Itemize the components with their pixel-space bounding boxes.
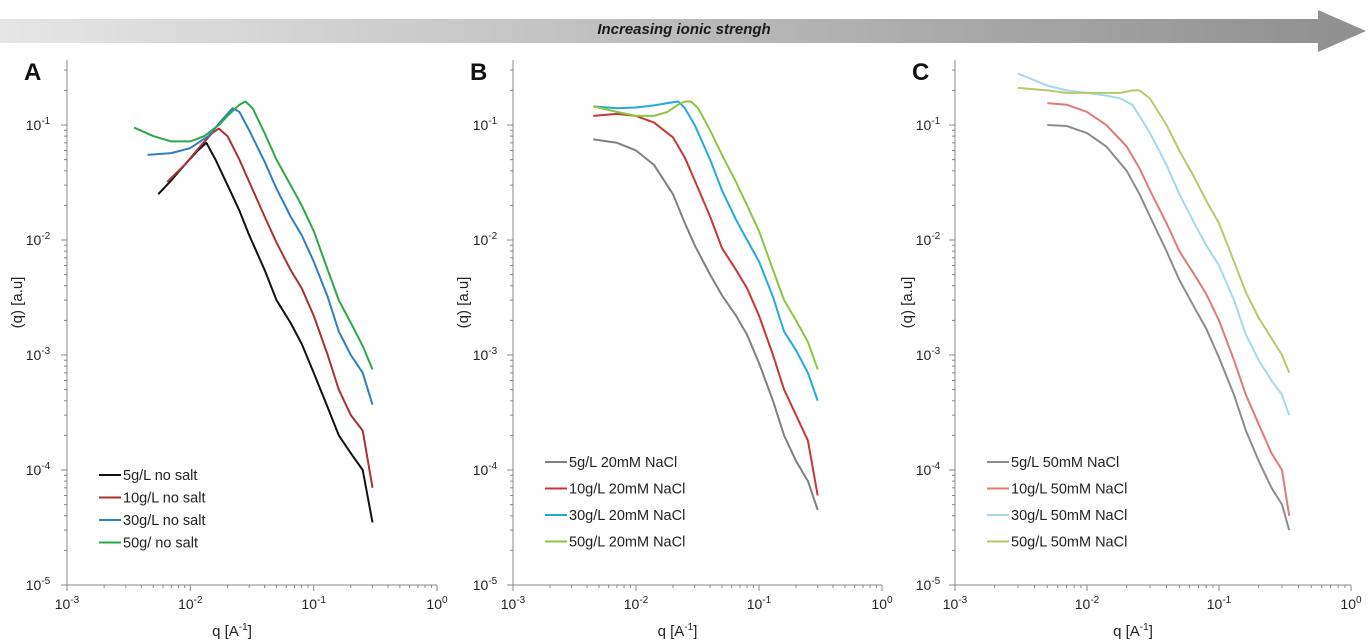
y-axis-label: (q) [a.u] [899, 277, 916, 329]
y-axis-label: (q) [a.u] [9, 277, 26, 329]
panel-label-C: C [912, 59, 929, 86]
y-tick-label: 10-3 [26, 346, 51, 363]
x-tick-label: 10-2 [624, 595, 649, 612]
legend-entry-text: 10g/L 50mM NaCl [1011, 482, 1127, 498]
y-tick-label: 10-5 [473, 576, 498, 593]
x-tick-label: 100 [1340, 595, 1362, 612]
series-line-B-2 [593, 114, 817, 496]
y-tick-label: 10-1 [26, 116, 51, 133]
legend-entry-text: 30g/L no salt [123, 513, 206, 529]
series-line-C-4 [1018, 88, 1289, 373]
legend-entry-text: 50g/ no salt [123, 536, 198, 552]
x-tick-label: 100 [426, 595, 448, 612]
x-tick-label: 10-1 [301, 595, 326, 612]
x-axis-label: q [A-1] [212, 622, 252, 640]
y-tick-label: 10-5 [916, 576, 941, 593]
x-tick-label: 10-3 [55, 595, 80, 612]
legend-entry-text: 5g/L 50mM NaCl [1011, 455, 1119, 471]
y-tick-label: 10-4 [916, 461, 941, 478]
x-tick-label: 10-2 [1075, 595, 1100, 612]
x-tick-label: 10-1 [1207, 595, 1232, 612]
y-tick-label: 10-5 [26, 576, 51, 593]
series-line-A-4 [134, 102, 372, 370]
legend-entry-text: 5g/L no salt [123, 468, 197, 484]
y-axis-label: (q) [a.u] [455, 277, 472, 329]
x-axis-label: q [A-1] [1113, 622, 1153, 640]
legend-entry-text: 50g/L 20mM NaCl [569, 535, 685, 551]
legend-entry-text: 10g/L 20mM NaCl [569, 482, 685, 498]
legend-entry-text: 10g/L no salt [123, 491, 206, 507]
legend-entry-text: 30g/L 20mM NaCl [569, 508, 685, 524]
x-tick-label: 10-3 [943, 595, 968, 612]
x-tick-label: 100 [871, 595, 893, 612]
y-tick-label: 10-2 [26, 231, 51, 248]
panel-label-B: B [470, 59, 487, 86]
y-tick-label: 10-4 [473, 461, 498, 478]
legend-entry-text: 50g/L 50mM NaCl [1011, 535, 1127, 551]
legend-entry-text: 30g/L 50mM NaCl [1011, 508, 1127, 524]
y-tick-label: 10-3 [473, 346, 498, 363]
x-tick-label: 10-3 [501, 595, 526, 612]
legend-entry-text: 5g/L 20mM NaCl [569, 455, 677, 471]
x-tick-label: 10-1 [747, 595, 772, 612]
y-tick-label: 10-1 [473, 116, 498, 133]
y-tick-label: 10-3 [916, 346, 941, 363]
panel-label-A: A [24, 59, 41, 86]
y-tick-label: 10-1 [916, 116, 941, 133]
y-tick-label: 10-2 [473, 231, 498, 248]
y-tick-label: 10-2 [916, 231, 941, 248]
x-axis-label: q [A-1] [658, 622, 698, 640]
y-tick-label: 10-4 [26, 461, 51, 478]
series-line-A-3 [148, 108, 373, 405]
series-line-A-2 [167, 129, 372, 488]
x-tick-label: 10-2 [178, 595, 203, 612]
series-line-C-2 [1047, 103, 1289, 516]
